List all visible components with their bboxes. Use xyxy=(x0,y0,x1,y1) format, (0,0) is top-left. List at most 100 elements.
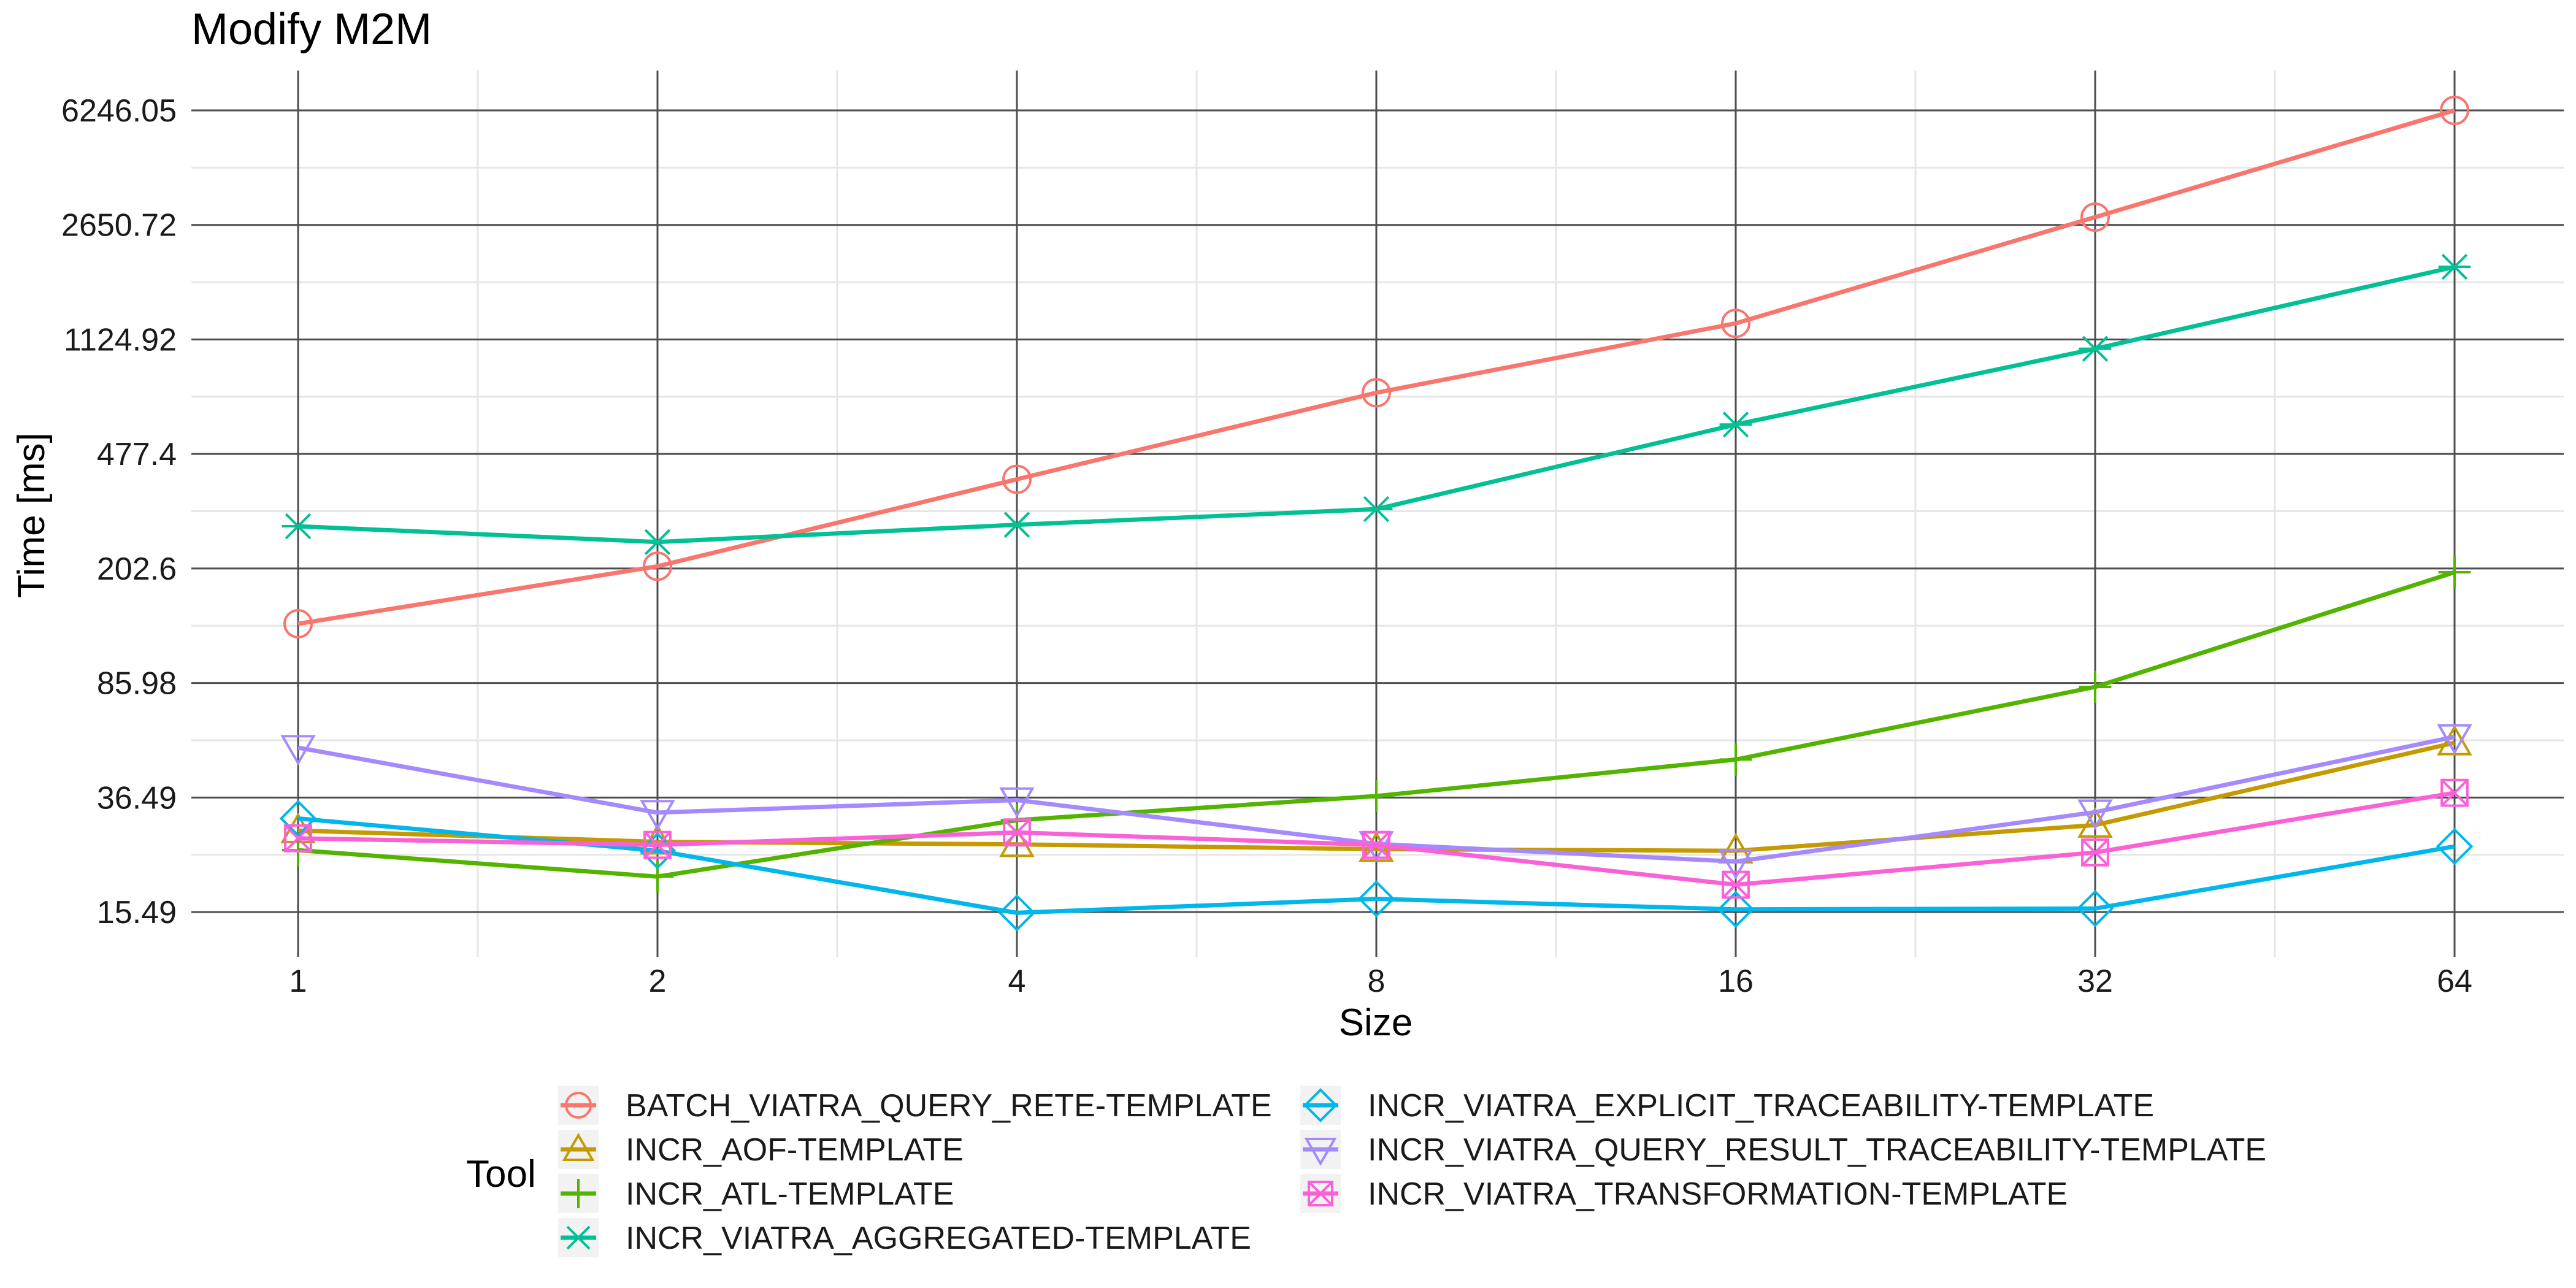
series-line xyxy=(297,740,2455,853)
marker-square-x2 xyxy=(284,824,312,853)
data-point xyxy=(2081,838,2109,867)
marker-triangle-down xyxy=(640,800,675,831)
marker-square-x2 xyxy=(1362,831,1390,859)
data-point xyxy=(2438,556,2471,589)
legend-item: BATCH_VIATRA_QUERY_RETE-TEMPLATE xyxy=(558,1086,1272,1125)
legend-item: INCR_VIATRA_EXPLICIT_TRACEABILITY-TEMPLA… xyxy=(1300,1086,2154,1125)
data-point xyxy=(2080,202,2110,232)
y-tick-label: 1124.92 xyxy=(64,322,177,358)
x-tick-label: 1 xyxy=(289,964,307,999)
legend-label: INCR_VIATRA_QUERY_RESULT_TRACEABILITY-TE… xyxy=(1368,1132,2266,1168)
series-group xyxy=(279,96,2474,932)
legend-item: INCR_VIATRA_TRANSFORMATION-TEMPLATE xyxy=(1300,1174,2068,1213)
data-point xyxy=(1718,849,1754,880)
y-tick-label: 6246.05 xyxy=(61,93,177,129)
marker-triangle-down xyxy=(2077,799,2113,830)
x-tick-label: 2 xyxy=(649,964,667,999)
data-point xyxy=(2438,253,2471,280)
x-tick-label: 16 xyxy=(1718,964,1754,999)
legend-label: INCR_VIATRA_EXPLICIT_TRACEABILITY-TEMPLA… xyxy=(1368,1088,2154,1124)
legend-key-marker xyxy=(564,1179,593,1208)
data-point xyxy=(2436,827,2474,865)
axes: 1 2 4 8 16 32 64 15.49 36.49 85.98 202.6 477.4 1124.… xyxy=(61,93,2472,999)
marker-diamond xyxy=(1717,891,1755,929)
marker-triangle xyxy=(999,826,1035,857)
data-point xyxy=(283,608,313,638)
legend-label: INCR_VIATRA_AGGREGATED-TEMPLATE xyxy=(626,1221,1251,1256)
marker-diamond xyxy=(2076,889,2114,927)
data-point xyxy=(1362,830,1390,859)
marker-diamond xyxy=(2436,827,2474,865)
series-4 xyxy=(279,800,2474,932)
data-point xyxy=(284,824,312,853)
marker-triangle-down xyxy=(1304,1138,1337,1167)
data-point xyxy=(282,513,315,540)
legend-key-marker xyxy=(565,1092,592,1119)
legend: Tool BATCH_VIATRA_QUERY_RETE-TEMPLATE INC… xyxy=(466,1086,2266,1257)
legend-item: INCR_AOF-TEMPLATE xyxy=(558,1130,964,1169)
x-tick-label: 32 xyxy=(2077,964,2113,999)
legend-label: BATCH_VIATRA_QUERY_RETE-TEMPLATE xyxy=(626,1088,1272,1124)
data-point xyxy=(640,800,675,831)
data-point xyxy=(1357,880,1395,918)
data-point xyxy=(998,894,1036,932)
marker-square-x2 xyxy=(2440,779,2469,807)
marker-diamond xyxy=(998,894,1036,932)
data-point xyxy=(2440,778,2469,807)
y-tick-label: 202.6 xyxy=(97,551,177,587)
marker-square xyxy=(1308,1181,1333,1206)
data-point xyxy=(279,800,317,837)
marker-square xyxy=(1722,870,1750,899)
marker-circle xyxy=(283,608,313,638)
x-tick-label: 64 xyxy=(2437,964,2472,999)
chart-title: Modify M2M xyxy=(191,5,432,54)
marker-square-x2 xyxy=(1003,818,1031,846)
y-tick-label: 15.49 xyxy=(97,895,177,930)
data-point xyxy=(641,860,674,893)
marker-square xyxy=(643,830,672,859)
data-point xyxy=(2079,670,2112,703)
data-point xyxy=(1717,891,1755,929)
y-tick-label: 477.4 xyxy=(97,437,177,472)
data-point xyxy=(2076,889,2114,927)
data-point xyxy=(641,529,674,555)
marker-diamond xyxy=(1303,1088,1338,1122)
x-axis-label: Size xyxy=(1339,1002,1413,1044)
data-point xyxy=(643,830,672,859)
marker-circle xyxy=(565,1092,592,1119)
data-point xyxy=(2077,807,2113,838)
marker-square-x2 xyxy=(1308,1181,1333,1206)
marker-square-x2 xyxy=(2081,838,2109,867)
marker-circle xyxy=(2440,96,2469,126)
series-3 xyxy=(282,253,2471,555)
legend-label: INCR_ATL-TEMPLATE xyxy=(626,1176,954,1212)
marker-square xyxy=(1003,818,1031,847)
data-point xyxy=(1719,743,1752,776)
data-point xyxy=(2077,799,2113,830)
data-point xyxy=(280,735,316,766)
data-point xyxy=(999,826,1035,857)
series-0 xyxy=(283,96,2469,638)
series-2 xyxy=(282,556,2471,893)
y-tick-label: 2650.72 xyxy=(61,208,177,243)
marker-triangle-down xyxy=(999,787,1035,818)
y-tick-label: 85.98 xyxy=(97,666,177,702)
marker-triangle xyxy=(640,824,675,855)
data-point xyxy=(1360,780,1393,813)
marker-triangle-down xyxy=(280,735,316,766)
data-point xyxy=(1719,411,1752,438)
legend-label: INCR_VIATRA_TRANSFORMATION-TEMPLATE xyxy=(1368,1176,2068,1212)
x-tick-label: 4 xyxy=(1008,964,1026,999)
data-point xyxy=(1362,378,1391,408)
marker-circle xyxy=(1362,378,1391,408)
series-line xyxy=(297,816,2455,915)
legend-item: INCR_VIATRA_QUERY_RESULT_TRACEABILITY-TE… xyxy=(1300,1130,2266,1169)
data-point xyxy=(1721,309,1750,339)
y-axis-label: Time [ms] xyxy=(10,432,53,598)
marker-circle xyxy=(643,551,672,581)
marker-triangle-down xyxy=(2437,724,2472,755)
legend-item: INCR_ATL-TEMPLATE xyxy=(558,1174,954,1213)
marker-circle xyxy=(1721,309,1750,339)
legend-key-marker xyxy=(564,1225,593,1250)
